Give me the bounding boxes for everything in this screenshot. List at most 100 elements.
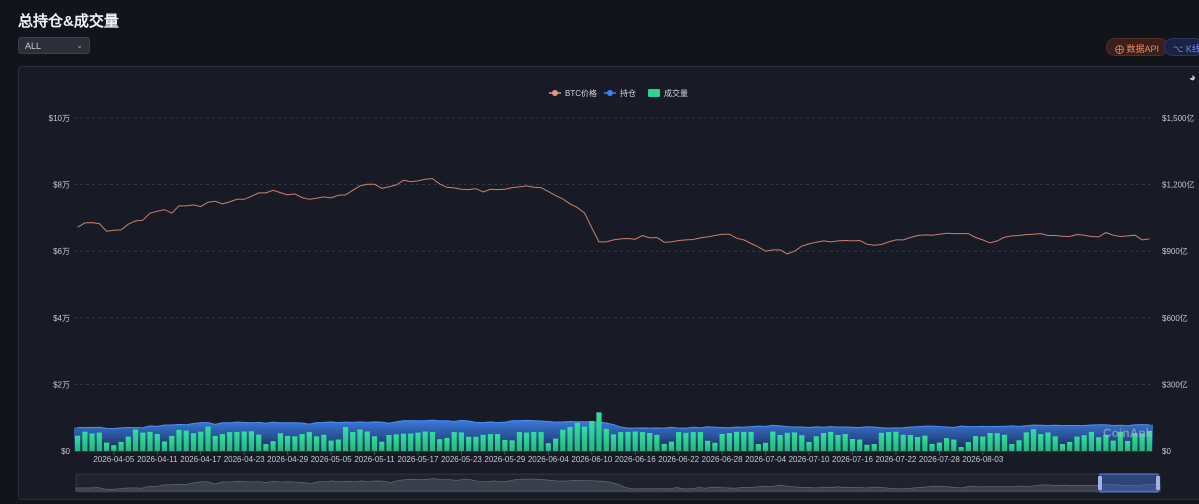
volume-bar[interactable]: [755, 444, 761, 451]
volume-bar[interactable]: [1038, 434, 1044, 451]
volume-bar[interactable]: [610, 434, 617, 451]
volume-bar[interactable]: [1146, 431, 1152, 451]
volume-bar[interactable]: [777, 435, 783, 451]
volume-bar[interactable]: [89, 433, 95, 452]
volume-bar[interactable]: [509, 440, 515, 451]
volume-bar[interactable]: [277, 433, 283, 451]
volume-bar[interactable]: [386, 435, 392, 451]
volume-bar[interactable]: [647, 433, 653, 451]
volume-bar[interactable]: [886, 432, 892, 451]
volume-bar[interactable]: [893, 431, 899, 451]
volume-bar[interactable]: [697, 432, 703, 451]
volume-bar[interactable]: [1074, 436, 1080, 451]
legend-item-oi[interactable]: 持仓: [604, 88, 636, 98]
volume-bar[interactable]: [770, 431, 776, 452]
volume-bar[interactable]: [299, 434, 305, 451]
volume-bar[interactable]: [589, 421, 595, 451]
volume-bar[interactable]: [545, 443, 551, 451]
volume-bar[interactable]: [190, 433, 197, 451]
volume-bar[interactable]: [864, 444, 870, 451]
volume-bar[interactable]: [125, 436, 131, 451]
volume-bar[interactable]: [1117, 431, 1123, 451]
volume-bar[interactable]: [973, 436, 979, 451]
volume-bar[interactable]: [516, 432, 522, 451]
volume-bar[interactable]: [234, 431, 240, 451]
volume-bar[interactable]: [1001, 434, 1008, 451]
volume-bar[interactable]: [1023, 432, 1029, 451]
volume-bar[interactable]: [408, 433, 414, 452]
volume-bar[interactable]: [451, 432, 457, 451]
volume-bar[interactable]: [980, 436, 986, 451]
volume-bar[interactable]: [285, 435, 291, 451]
volume-bar[interactable]: [618, 432, 624, 451]
volume-bar[interactable]: [248, 431, 254, 451]
volume-bar[interactable]: [828, 431, 834, 451]
volume-bar[interactable]: [321, 434, 327, 451]
volume-bar[interactable]: [596, 412, 602, 451]
volume-bar[interactable]: [82, 431, 88, 451]
volume-bar[interactable]: [1125, 441, 1131, 451]
volume-bar[interactable]: [241, 431, 247, 452]
volume-bar[interactable]: [161, 441, 168, 452]
volume-bar[interactable]: [639, 432, 646, 451]
volume-bar[interactable]: [429, 431, 436, 451]
volume-bar[interactable]: [371, 436, 378, 451]
volume-bar[interactable]: [1081, 435, 1087, 451]
volume-bar[interactable]: [1045, 432, 1051, 451]
volume-bar[interactable]: [574, 422, 580, 451]
volume-bar[interactable]: [654, 434, 660, 451]
volume-bar[interactable]: [763, 442, 769, 451]
exchange-select[interactable]: ALL ⌄: [18, 37, 90, 54]
volume-bar[interactable]: [581, 426, 588, 451]
volume-bar[interactable]: [132, 429, 139, 452]
volume-bar[interactable]: [415, 432, 421, 451]
volume-bar[interactable]: [473, 436, 479, 451]
volume-bar[interactable]: [922, 435, 928, 451]
volume-bar[interactable]: [147, 431, 153, 451]
volume-bar[interactable]: [929, 443, 935, 451]
volume-bar[interactable]: [169, 435, 175, 451]
volume-bar[interactable]: [335, 439, 341, 452]
volume-bar[interactable]: [951, 439, 957, 452]
volume-bar[interactable]: [1059, 444, 1066, 451]
data-api-button[interactable]: ⨁ 数据API: [1106, 38, 1169, 56]
volume-bar[interactable]: [1030, 429, 1037, 451]
volume-bar[interactable]: [538, 432, 544, 451]
volume-bar[interactable]: [791, 432, 798, 451]
volume-bar[interactable]: [458, 432, 464, 451]
kline-button[interactable]: ⌥ K线 P: [1164, 38, 1199, 56]
volume-bar[interactable]: [842, 434, 848, 451]
volume-bar[interactable]: [205, 426, 211, 451]
volume-bar[interactable]: [154, 434, 160, 451]
volume-bar[interactable]: [531, 431, 537, 451]
volume-bar[interactable]: [219, 434, 225, 451]
volume-bar[interactable]: [1016, 440, 1022, 451]
volume-bar[interactable]: [466, 436, 472, 451]
volume-bar[interactable]: [871, 444, 877, 451]
volume-bar[interactable]: [849, 439, 856, 451]
volume-bar[interactable]: [936, 442, 942, 451]
volume-bar[interactable]: [719, 433, 725, 451]
zoom-handle-left[interactable]: [1098, 476, 1102, 490]
volume-bar[interactable]: [328, 440, 334, 451]
volume-bar[interactable]: [661, 443, 667, 451]
volume-bar[interactable]: [603, 428, 609, 451]
volume-bar[interactable]: [176, 429, 182, 451]
volume-bar[interactable]: [944, 438, 950, 451]
volume-bar[interactable]: [784, 432, 790, 451]
volume-bar[interactable]: [75, 435, 81, 451]
volume-bar[interactable]: [690, 432, 696, 451]
volume-bar[interactable]: [900, 434, 906, 451]
volume-bar[interactable]: [1103, 434, 1109, 451]
volume-bar[interactable]: [437, 439, 443, 451]
volume-bar[interactable]: [495, 434, 501, 451]
volume-bar[interactable]: [400, 433, 407, 451]
volume-bar[interactable]: [104, 442, 110, 451]
legend-item-volume[interactable]: 成交量: [648, 88, 688, 98]
volume-bar[interactable]: [227, 432, 233, 451]
volume-bar[interactable]: [835, 435, 841, 451]
volume-bar[interactable]: [183, 430, 189, 451]
volume-bar[interactable]: [270, 441, 276, 451]
zoom-handle-right[interactable]: [1156, 476, 1160, 490]
volume-bar[interactable]: [1096, 437, 1102, 451]
